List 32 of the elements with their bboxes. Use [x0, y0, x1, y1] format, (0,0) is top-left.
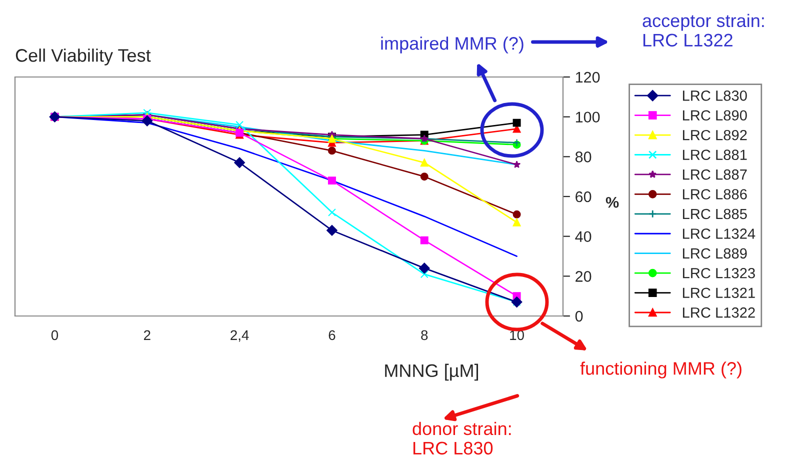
- x-tick-label: 6: [328, 330, 336, 340]
- legend-label: LRC L887: [682, 169, 747, 180]
- legend-label: LRC L886: [682, 189, 747, 200]
- x-axis-title: MNNG [µM]: [385, 364, 478, 381]
- legend-label: LRC L1322: [682, 307, 755, 318]
- legend-label: LRC L892: [682, 130, 747, 140]
- y-tick-label: 100: [576, 112, 600, 123]
- y-axis-title: %: [606, 196, 619, 208]
- legend-label: LRC L830: [682, 90, 747, 101]
- y-tick-label: 0: [575, 310, 583, 322]
- x-tick-label: 2: [144, 330, 150, 340]
- x-tick-label: 0: [51, 330, 58, 340]
- x-tick-label: 2,4: [230, 330, 249, 342]
- text: donor strain: LRC L830: [412, 422, 511, 455]
- text: impaired MMR (?): [381, 36, 524, 54]
- legend-label: LRC L885: [682, 208, 747, 220]
- legend-label: LRC L1324: [682, 228, 756, 239]
- legend-label: LRC L881: [682, 150, 747, 160]
- text: functioning MMR (?): [580, 362, 742, 378]
- legend-label: LRC L1323: [682, 268, 755, 278]
- y-tick-label: 20: [576, 271, 592, 282]
- text: acceptor strain: LRC L1322: [642, 14, 764, 47]
- legend-label: LRC L889: [682, 248, 747, 259]
- legend-label: LRC L890: [682, 110, 747, 121]
- y-tick-label: 40: [575, 231, 592, 242]
- y-tick-label: 60: [576, 191, 592, 202]
- y-tick-label: 80: [575, 152, 592, 162]
- x-tick-label: 10: [510, 330, 524, 340]
- chart-title: Cell Viability Test: [16, 48, 151, 66]
- x-tick-label: 8: [421, 330, 428, 340]
- legend-label: LRC L1321: [682, 288, 755, 298]
- y-tick-label: 120: [576, 72, 600, 83]
